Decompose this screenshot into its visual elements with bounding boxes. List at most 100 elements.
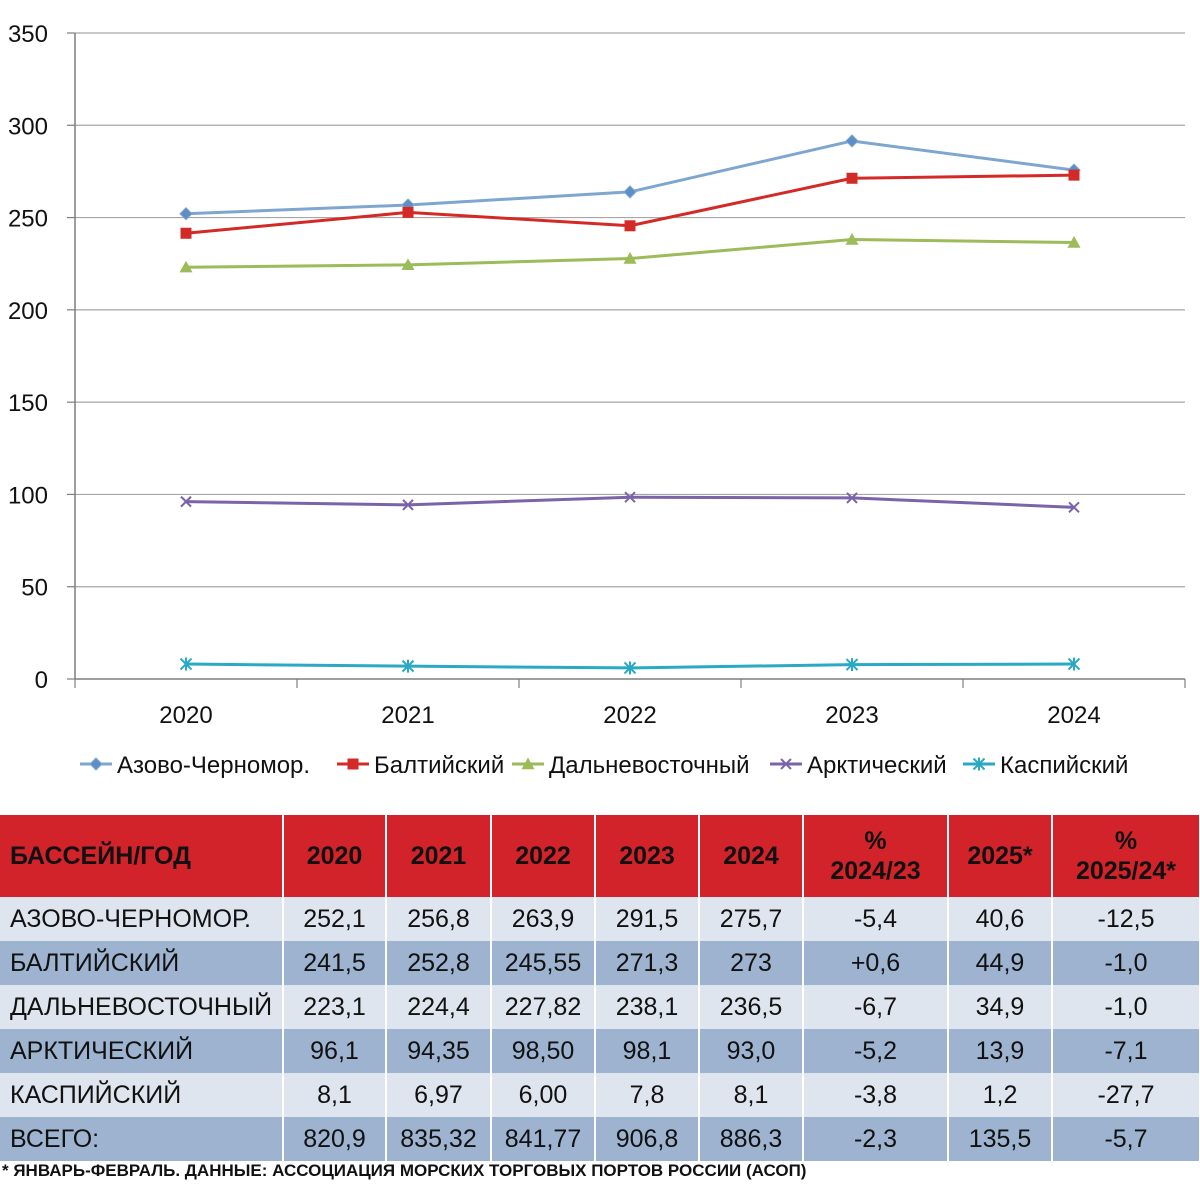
series-5: [179, 657, 1081, 675]
y-tick-label: 150: [8, 390, 48, 417]
table-cell: -5,7: [1052, 1117, 1200, 1161]
table-cell: 227,82: [491, 985, 596, 1029]
table-cell: 98,50: [491, 1029, 596, 1073]
data-point: [1067, 657, 1081, 671]
footnote: * ЯНВАРЬ-ФЕВРАЛЬ. ДАННЫЕ: АССОЦИАЦИЯ МОР…: [2, 1161, 807, 1180]
data-point: [845, 233, 859, 245]
data-point: [402, 206, 414, 218]
data-point: [846, 492, 858, 504]
table-cell: -1,0: [1052, 941, 1200, 985]
table-cell: 275,7: [699, 897, 804, 941]
table-row: ВСЕГО: 820,9 835,32 841,77 906,8 886,3 -2,3 135…: [0, 1117, 1200, 1161]
data-point: [624, 491, 636, 503]
table-row: БАЛТИЙСКИЙ 241,5 252,8 245,55 271,3 273 +0,6 44…: [0, 941, 1200, 985]
data-point: [845, 134, 859, 148]
data-point: [401, 659, 415, 673]
table-cell: 223,1: [283, 985, 387, 1029]
table-cell: 6,97: [386, 1073, 492, 1117]
header-cell: 2020: [283, 815, 387, 897]
data-point: [624, 220, 636, 232]
table-cell: 252,8: [386, 941, 492, 985]
table-row: АРКТИЧЕСКИЙ 96,1 94,35 98,50 98,1 93,0 -5,2 13,…: [0, 1029, 1200, 1073]
table-cell: -7,1: [1052, 1029, 1200, 1073]
legend-entry: Балтийский: [337, 752, 504, 779]
table-cell: 238,1: [595, 985, 700, 1029]
table-cell: 273: [699, 941, 804, 985]
header-cell: 2023: [595, 815, 700, 897]
table-header-row: БАССЕЙН/ГОД 2020 2021 2022 2023 2024% 2024/23 2…: [0, 815, 1200, 897]
data-point: [180, 227, 192, 239]
table-cell: -1,0: [1052, 985, 1200, 1029]
table-cell: -12,5: [1052, 897, 1200, 941]
table-cell: 7,8: [595, 1073, 700, 1117]
x-tick-label: 2020: [159, 702, 212, 729]
table-cell: 6,00: [491, 1073, 596, 1117]
table-cell: 13,9: [948, 1029, 1053, 1073]
series-lines: [179, 134, 1081, 675]
legend-entry: Каспийский: [963, 752, 1128, 779]
table-cell: 96,1: [283, 1029, 387, 1073]
header-cell: 2021: [386, 815, 492, 897]
table-cell: +0,6: [803, 941, 949, 985]
y-tick-label: 50: [21, 575, 48, 602]
table-row: ДАЛЬНЕВОСТОЧНЫЙ 223,1 224,4 227,82 238,1 236,…: [0, 985, 1200, 1029]
data-point: [89, 757, 103, 771]
legend-entry: Дальневосточный: [512, 752, 750, 779]
table-cell: -3,8: [803, 1073, 949, 1117]
table-cell: 291,5: [595, 897, 700, 941]
header-cell: 2022: [491, 815, 596, 897]
header-cell: % 2024/23: [803, 815, 949, 897]
legend-label: Азово-Черномор.: [117, 752, 310, 779]
y-tick-label: 0: [35, 667, 48, 694]
x-tick-label: 2023: [825, 702, 878, 729]
table-cell: 34,9: [948, 985, 1053, 1029]
legend-label: Балтийский: [374, 752, 504, 779]
table-cell: -27,7: [1052, 1073, 1200, 1117]
header-cell: 2024: [699, 815, 804, 897]
table-body: АЗОВО-ЧЕРНОМОР. 252,1 256,8 263,9 291,5 275,7…: [0, 897, 1200, 1161]
data-point: [972, 757, 986, 771]
row-label: КАСПИЙСКИЙ: [0, 1073, 284, 1117]
row-label: АЗОВО-ЧЕРНОМОР.: [0, 897, 284, 941]
legend-label: Каспийский: [1000, 752, 1128, 779]
row-label: АРКТИЧЕСКИЙ: [0, 1029, 284, 1073]
series-2: [180, 169, 1080, 239]
table-row: КАСПИЙСКИЙ 8,1 6,97 6,00 7,8 8,1 -3,8 1,2 -27,7: [0, 1073, 1200, 1117]
data-point: [1068, 501, 1080, 514]
table-cell: 44,9: [948, 941, 1053, 985]
data-point: [402, 499, 414, 511]
table-cell: -6,7: [803, 985, 949, 1029]
data-point: [1067, 235, 1081, 248]
row-label: ДАЛЬНЕВОСТОЧНЫЙ: [0, 985, 284, 1029]
table-cell: 841,77: [491, 1117, 596, 1161]
table-cell: 256,8: [386, 897, 492, 941]
series-4: [180, 491, 1080, 514]
gridlines: [75, 32, 1185, 588]
y-tick-label: 200: [8, 298, 48, 325]
legend-label: Арктический: [807, 752, 947, 779]
table-cell: 98,1: [595, 1029, 700, 1073]
data-point: [623, 252, 637, 264]
data-point: [780, 758, 792, 770]
axes: 0 50 100 150 200 250 300 350 2020 2021 2022 2023 202…: [8, 21, 1186, 729]
table-cell: -5,2: [803, 1029, 949, 1073]
legend: Азово-Черномор. Балтийский Дальневосточный…: [80, 752, 1128, 779]
data-point: [347, 758, 359, 770]
table-cell: 835,32: [386, 1117, 492, 1161]
x-tick-label: 2021: [381, 702, 434, 729]
table-cell: 135,5: [948, 1117, 1053, 1161]
header-cell: % 2025/24*: [1052, 815, 1200, 897]
table-cell: 271,3: [595, 941, 700, 985]
line-chart: 0 50 100 150 200 250 300 350 2020 2021 2022 2023 202…: [8, 21, 1186, 779]
data-point: [1068, 169, 1080, 181]
table-cell: 224,4: [386, 985, 492, 1029]
table-cell: 245,55: [491, 941, 596, 985]
table-cell: 94,35: [386, 1029, 492, 1073]
legend-entry: Азово-Черномор.: [80, 752, 310, 779]
data-point: [521, 757, 535, 770]
data-point: [179, 657, 193, 671]
row-label: БАЛТИЙСКИЙ: [0, 941, 284, 985]
table-cell: 40,6: [948, 897, 1053, 941]
data-point: [623, 661, 637, 675]
x-tick-label: 2024: [1047, 702, 1100, 729]
